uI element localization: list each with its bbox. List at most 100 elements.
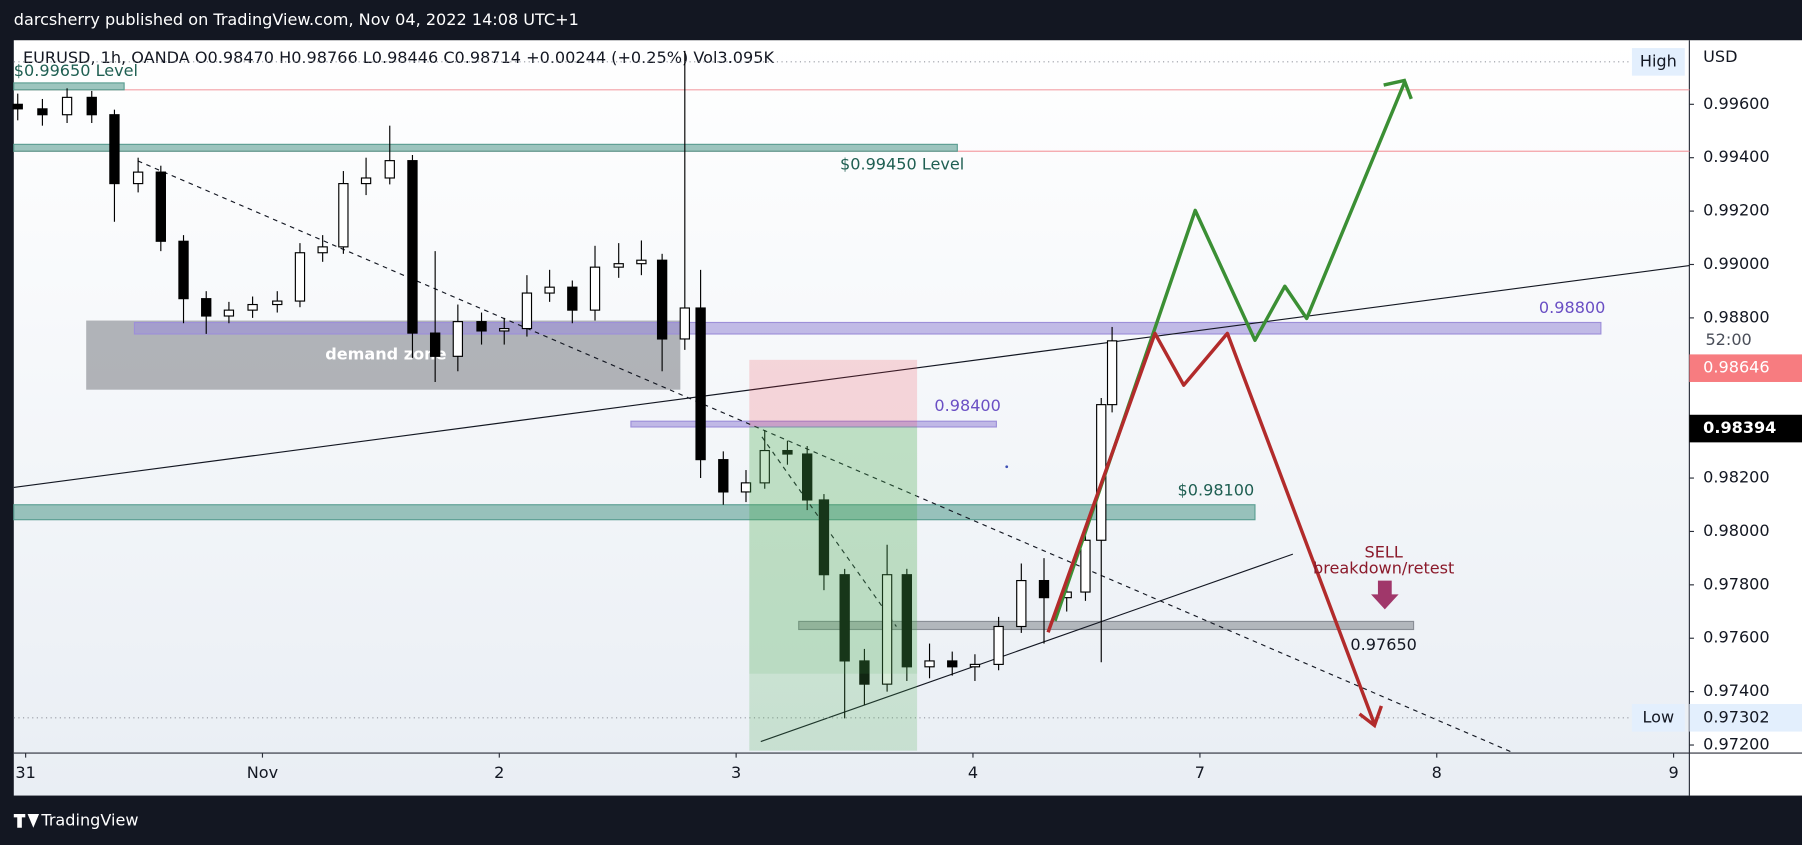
candle-body [759,449,770,484]
level-label: 0.98400 [934,396,1000,415]
candle-body [272,300,283,306]
y-tick-label: 0.99000 [1703,254,1769,273]
price-tag-label: 0.98394 [1703,418,1776,437]
candle-body [636,259,647,265]
bear-path [1046,331,1377,725]
candle-body [1038,579,1050,599]
candle-body [544,286,555,294]
candle-body [589,266,601,311]
countdown: 52:00 [1705,330,1751,349]
x-tick-label: 3 [731,763,741,782]
level-band [133,321,1602,335]
y-tick-label: 0.97200 [1703,735,1769,754]
level-label: 0.98800 [1539,298,1605,317]
bear-arrowhead [1358,705,1384,729]
candle-body [37,108,48,116]
price-tag [1689,414,1802,443]
y-tick-label: 0.99600 [1703,94,1769,113]
bull-arrowhead [1383,78,1413,100]
target-zone-filled [749,426,918,674]
candle-body [740,482,752,493]
candle-body [947,660,958,668]
high-label: High [1640,51,1677,70]
symbol-legend: EURUSD, 1h, OANDA O0.98470 H0.98766 L0.9… [23,48,774,67]
y-tick-label: 0.98800 [1703,307,1769,326]
trendline [13,265,1690,489]
candle-body [1016,579,1027,628]
candle-body [881,574,893,685]
y-tick-label: 0.97400 [1703,681,1769,700]
x-tick-label: Nov [247,763,279,782]
level-band [630,420,997,428]
candle-body [338,183,349,248]
sell-label: SELL [1365,542,1403,561]
candle-body [1106,340,1118,406]
price-tag-label: 0.98646 [1703,358,1769,377]
y-tick-label: 0.99200 [1703,201,1769,220]
sell-sub-label: breakdown/retest [1313,559,1454,578]
candle-body [132,171,144,185]
candle-body [384,160,395,179]
x-tick-label: 7 [1195,763,1205,782]
sell-arrow [1371,580,1399,610]
candle-body [613,263,624,268]
candle-body [499,327,510,332]
level-label: 0.97650 [1350,635,1416,654]
candle-body [695,307,706,461]
x-tick-label: 8 [1432,763,1442,782]
candle-body [901,574,913,668]
low-price-tag [1689,703,1802,732]
currency: USD [1703,47,1737,66]
candle-body [294,252,306,302]
level-band [13,82,125,91]
candle-body [656,259,668,340]
candle-body [802,453,813,501]
candle-body [155,171,166,242]
price-tag [1689,354,1802,382]
bull-path [1053,82,1406,622]
candle-body [679,307,690,340]
candle-body [718,459,729,493]
candle-body [360,177,372,185]
low-tag [1631,703,1685,732]
dot [1005,465,1009,469]
y-tick-label: 0.98200 [1703,468,1769,487]
logo [13,813,40,828]
trendline-dashed [761,436,897,627]
candle-body [969,663,981,668]
trendline [760,553,1294,743]
candle-body [859,660,870,685]
target-zone [749,426,918,751]
candle-body [247,303,258,311]
x-tick-label: 4 [968,763,978,782]
demand-zone-label: demand zone [325,345,446,364]
level-label: $0.99650 Level [14,61,138,80]
level-band [798,620,1415,631]
candle-body [476,321,487,332]
plot-area [13,40,1690,796]
low-price-label: 0.97302 [1703,707,1769,726]
level-label: $0.98100 [1178,480,1255,499]
trendline-dashed [137,160,1512,753]
level-band [13,143,958,152]
candle-body [429,332,441,357]
level-band [13,504,1256,521]
candle-body [993,625,1004,665]
x-tick-label: 9 [1668,763,1678,782]
x-tick-label: 31 [15,763,35,782]
candle-body [924,660,935,668]
candle-body [201,298,212,317]
low-label: Low [1643,707,1675,726]
candle-body [223,309,235,317]
candle-body [818,499,830,576]
candle-body [567,286,578,311]
high-tag [1631,48,1685,76]
y-tick-label: 0.99400 [1703,147,1769,166]
header: darcsherry published on TradingView.com,… [14,10,579,29]
candle-body [178,240,189,300]
footer-brand: TradingView [40,810,138,829]
x-tick-label: 2 [494,763,504,782]
candle-body [317,246,328,254]
